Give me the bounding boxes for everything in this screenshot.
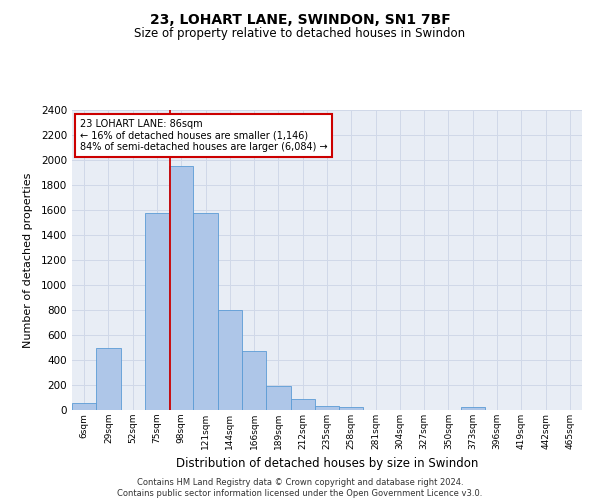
X-axis label: Distribution of detached houses by size in Swindon: Distribution of detached houses by size … [176,458,478,470]
Text: Contains HM Land Registry data © Crown copyright and database right 2024.
Contai: Contains HM Land Registry data © Crown c… [118,478,482,498]
Text: 23 LOHART LANE: 86sqm
← 16% of detached houses are smaller (1,146)
84% of semi-d: 23 LOHART LANE: 86sqm ← 16% of detached … [80,119,327,152]
Bar [193,212,218,410]
Bar [145,212,169,410]
Bar [339,406,364,410]
Bar [218,310,242,410]
Bar [266,386,290,410]
Bar [242,350,266,410]
Y-axis label: Number of detached properties: Number of detached properties [23,172,32,348]
Bar [290,399,315,410]
Bar [461,407,485,410]
Text: 23, LOHART LANE, SWINDON, SN1 7BF: 23, LOHART LANE, SWINDON, SN1 7BF [149,12,451,26]
Bar [315,406,339,410]
Text: Size of property relative to detached houses in Swindon: Size of property relative to detached ho… [134,28,466,40]
Bar [72,402,96,410]
Bar [96,348,121,410]
Bar [169,166,193,410]
